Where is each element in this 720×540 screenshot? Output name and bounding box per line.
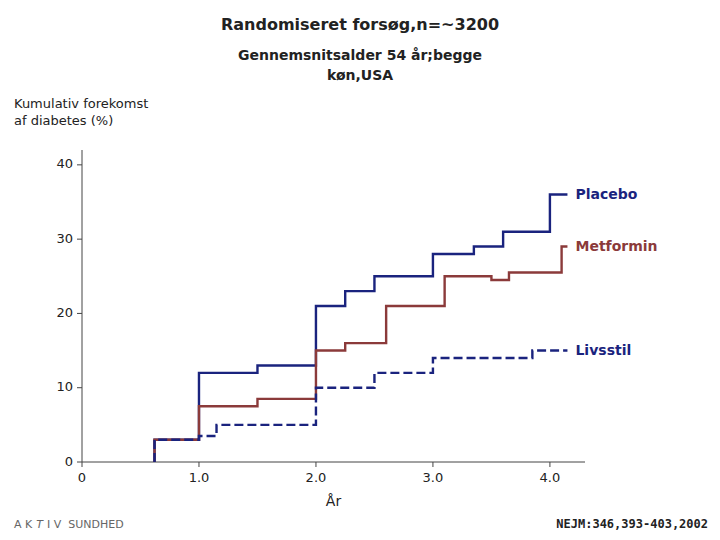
x-tick [432,462,433,467]
x-axis-label: År [326,493,342,509]
x-tick-label: 0 [78,470,86,485]
y-tick [77,462,82,463]
brand-part: I V SUNDHED [47,518,124,531]
subtitle: Gennemsnitsalder 54 år;begge [238,47,482,63]
title: Randomiseret forsøg,n=~3200 [221,15,499,34]
x-tick [198,462,199,467]
chart: Randomiseret forsøg,n=~3200 Gennemsnitsal… [0,0,720,540]
series-line [155,351,568,462]
y-tick-label: 20 [56,305,73,320]
series-label: Livsstil [575,342,631,358]
y-axis-label: Kumulativ forekomst af diabetes (%) [14,96,148,128]
series-line [155,195,568,462]
reference: NEJM:346,393-403,2002 [556,517,708,531]
x-tick [82,462,83,467]
x-axis-line [82,462,585,463]
brand-part: T [36,518,44,531]
x-tick-label: 2.0 [306,470,327,485]
x-tick-label: 4.0 [540,470,561,485]
y-tick-label: 10 [56,379,73,394]
y-tick-label: 40 [56,156,73,171]
series-label: Metformin [575,238,657,254]
y-axis-label-line: Kumulativ forekomst [14,96,148,111]
brand: A KTI V SUNDHED [14,518,124,531]
plot-area [155,195,568,462]
x-tick [549,462,550,467]
y-axis-line [82,150,83,462]
y-axis-label-line: af diabetes (%) [14,113,113,128]
y-tick [77,239,82,240]
y-tick [77,164,82,165]
y-tick [77,387,82,388]
x-tick [315,462,316,467]
series-label: Placebo [575,186,637,202]
y-tick-label: 30 [56,231,73,246]
x-tick-label: 1.0 [189,470,210,485]
subtitle: køn,USA [327,67,393,83]
y-tick-label: 0 [65,454,73,469]
x-tick-label: 3.0 [423,470,444,485]
brand-part: A K [14,518,33,531]
series-line [155,247,568,462]
y-tick [77,313,82,314]
